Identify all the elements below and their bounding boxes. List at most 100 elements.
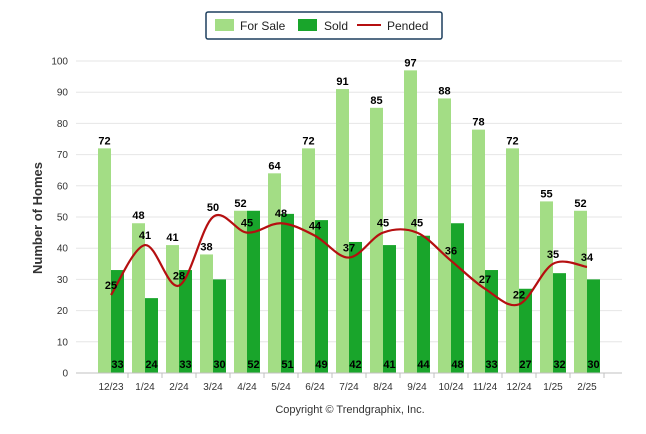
bar-sold: [383, 245, 396, 373]
data-label-sold: 27: [519, 359, 531, 371]
x-tick-label: 1/25: [543, 382, 563, 393]
bar-for-sale: [200, 254, 213, 373]
data-label-sold: 41: [383, 359, 395, 371]
y-axis-ticks: 0 10 20 30 40 50 60 70 80 90 100: [51, 57, 68, 380]
y-tick-label: 10: [57, 337, 69, 348]
data-label-for-sale: 85: [370, 95, 382, 107]
data-label-for-sale: 55: [540, 188, 552, 200]
data-label-for-sale: 48: [132, 210, 144, 222]
data-label-for-sale: 64: [268, 160, 281, 172]
y-tick-label: 50: [57, 213, 69, 224]
bar-for-sale: [370, 107, 383, 374]
x-tick-label: 2/24: [169, 382, 189, 393]
data-label-sold: 30: [213, 359, 225, 371]
bar-for-sale: [472, 129, 485, 373]
bar-sold: [417, 235, 430, 373]
y-tick-label: 0: [62, 369, 68, 380]
data-label-for-sale: 78: [472, 117, 484, 129]
data-label-for-sale: 41: [166, 232, 178, 244]
bar-sold: [587, 279, 600, 373]
legend-box: [205, 11, 443, 40]
x-tick-label: 12/24: [506, 382, 531, 393]
bar-sold: [315, 220, 328, 373]
bars: [98, 70, 600, 374]
data-label-for-sale: 72: [302, 135, 314, 147]
x-tick-label: 1/24: [135, 382, 155, 393]
x-tick-label: 11/24: [473, 382, 498, 393]
y-tick-label: 70: [57, 150, 69, 161]
data-label-for-sale: 38: [200, 241, 212, 253]
data-label-pended: 35: [547, 249, 559, 261]
copyright-text: Copyright © Trendgraphix, Inc.: [275, 404, 424, 416]
data-label-sold: 44: [417, 359, 430, 371]
x-tick-label: 4/24: [237, 382, 257, 393]
bar-sold: [145, 298, 158, 373]
legend-label-sold: Sold: [324, 19, 348, 33]
x-tick-label: 12/23: [98, 382, 123, 393]
data-label-sold: 30: [587, 359, 599, 371]
bar-sold: [553, 273, 566, 373]
bar-for-sale: [540, 201, 553, 373]
data-label-for-sale: 52: [574, 198, 586, 210]
data-label-pended: 45: [241, 218, 253, 230]
bar-for-sale: [166, 245, 179, 373]
x-axis-ticks: 12/23 1/24 2/24 3/24 4/24 5/24 6/24 7/24 8/24 9/2…: [98, 373, 605, 393]
data-label-pended: 36: [445, 246, 457, 258]
bar-sold: [519, 288, 532, 373]
y-tick-label: 80: [57, 119, 69, 130]
y-tick-label: 100: [51, 57, 68, 68]
data-label-for-sale: 97: [404, 57, 416, 69]
bar-sold: [247, 210, 260, 373]
bar-for-sale: [506, 148, 519, 373]
x-tick-label: 2/25: [577, 382, 597, 393]
y-tick-label: 40: [57, 244, 69, 255]
x-tick-label: 7/24: [339, 382, 359, 393]
x-tick-label: 9/24: [407, 382, 427, 393]
bar-for-sale: [574, 210, 587, 373]
x-tick-label: 10/24: [438, 382, 463, 393]
bar-for-sale: [268, 173, 281, 373]
y-axis-title: Number of Homes: [30, 162, 45, 274]
data-label-pended: 45: [411, 218, 423, 230]
bar-for-sale: [234, 210, 247, 373]
bar-for-sale: [132, 223, 145, 373]
data-label-for-sale: 52: [234, 198, 246, 210]
bar-for-sale: [438, 98, 451, 373]
data-label-for-sale: 88: [438, 85, 450, 97]
data-label-sold: 33: [485, 359, 497, 371]
data-label-sold: 49: [315, 359, 327, 371]
data-label-sold: 42: [349, 359, 361, 371]
data-label-sold: 32: [553, 359, 565, 371]
bar-for-sale: [98, 148, 111, 373]
bar-for-sale: [404, 70, 417, 374]
bar-sold: [451, 223, 464, 373]
legend-swatch-for-sale: [215, 19, 234, 31]
y-tick-label: 90: [57, 88, 69, 99]
data-label-for-sale: 91: [336, 76, 348, 88]
data-label-for-sale: 72: [506, 135, 518, 147]
data-label-pended: 37: [343, 243, 355, 255]
legend-swatch-sold: [298, 19, 317, 31]
bar-sold: [111, 270, 124, 373]
bar-sold: [179, 270, 192, 373]
data-label-pended: 41: [139, 230, 151, 242]
data-label-sold: 52: [247, 359, 259, 371]
data-label-pended: 22: [513, 289, 525, 301]
data-label-sold: 51: [281, 359, 293, 371]
data-label-for-sale: 72: [98, 135, 110, 147]
data-labels: 72 33 48 24 41 33 38 30 52 52 64 51 72 49 91 42 85 41 97 44…: [98, 57, 599, 371]
y-tick-label: 20: [57, 306, 69, 317]
data-label-pended: 27: [479, 274, 491, 286]
data-label-sold: 48: [451, 359, 463, 371]
data-label-pended: 45: [377, 218, 389, 230]
x-tick-label: 3/24: [203, 382, 223, 393]
bar-sold: [281, 213, 294, 373]
data-label-pended: 48: [275, 208, 287, 220]
data-label-sold: 24: [145, 359, 158, 371]
legend-label-for-sale: For Sale: [240, 19, 286, 33]
y-tick-label: 60: [57, 181, 69, 192]
legend: For Sale Sold Pended: [205, 11, 443, 40]
bar-sold: [349, 241, 362, 373]
x-tick-label: 6/24: [305, 382, 325, 393]
